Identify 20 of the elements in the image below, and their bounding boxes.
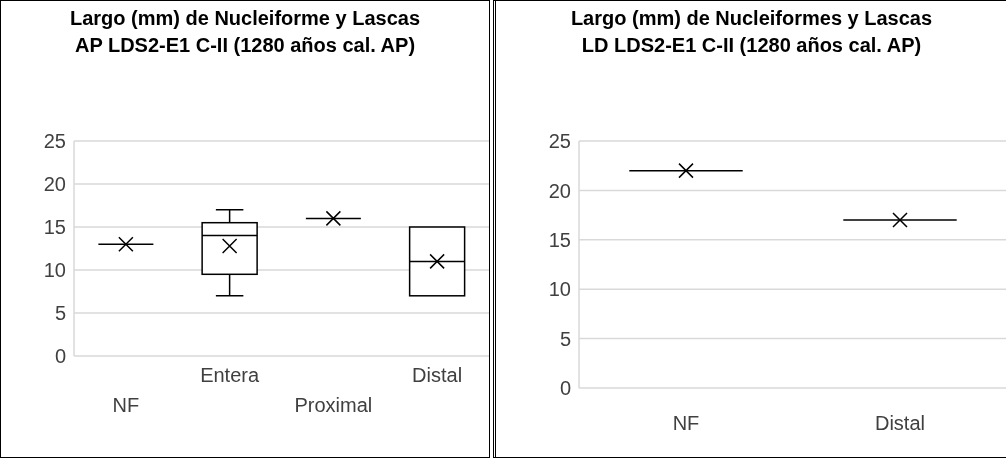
y-tick-label: 0	[54, 345, 66, 368]
y-tick-label: 10	[43, 259, 66, 282]
y-tick-label: 10	[548, 278, 571, 301]
y-tick-label: 15	[548, 228, 571, 251]
y-tick-label: 0	[559, 377, 571, 400]
x-tick-label: Entera	[200, 364, 260, 386]
y-tick-label: 20	[548, 179, 571, 202]
y-tick-label: 5	[54, 302, 66, 325]
y-tick-label: 25	[43, 130, 66, 153]
x-tick-label: Distal	[412, 364, 463, 386]
y-tick-label: 15	[43, 216, 66, 239]
chart-title: Largo (mm) de Nucleiformes y Lascas LD LDS2-E1 C-II (1280 años cal. AP)	[569, 6, 934, 58]
x-tick-label: Proximal	[294, 394, 373, 416]
y-tick-label: 20	[43, 173, 66, 196]
x-tick-label: Distal	[874, 412, 926, 434]
x-tick-label: NF	[112, 394, 140, 416]
y-tick-label: 25	[548, 130, 571, 153]
y-tick-label: 5	[559, 327, 571, 350]
chart-title: Largo (mm) de Nucleiforme y Lascas AP LDS2-E1 C-II (1280 años cal. AP)	[68, 6, 422, 58]
x-tick-label: NF	[672, 412, 700, 434]
